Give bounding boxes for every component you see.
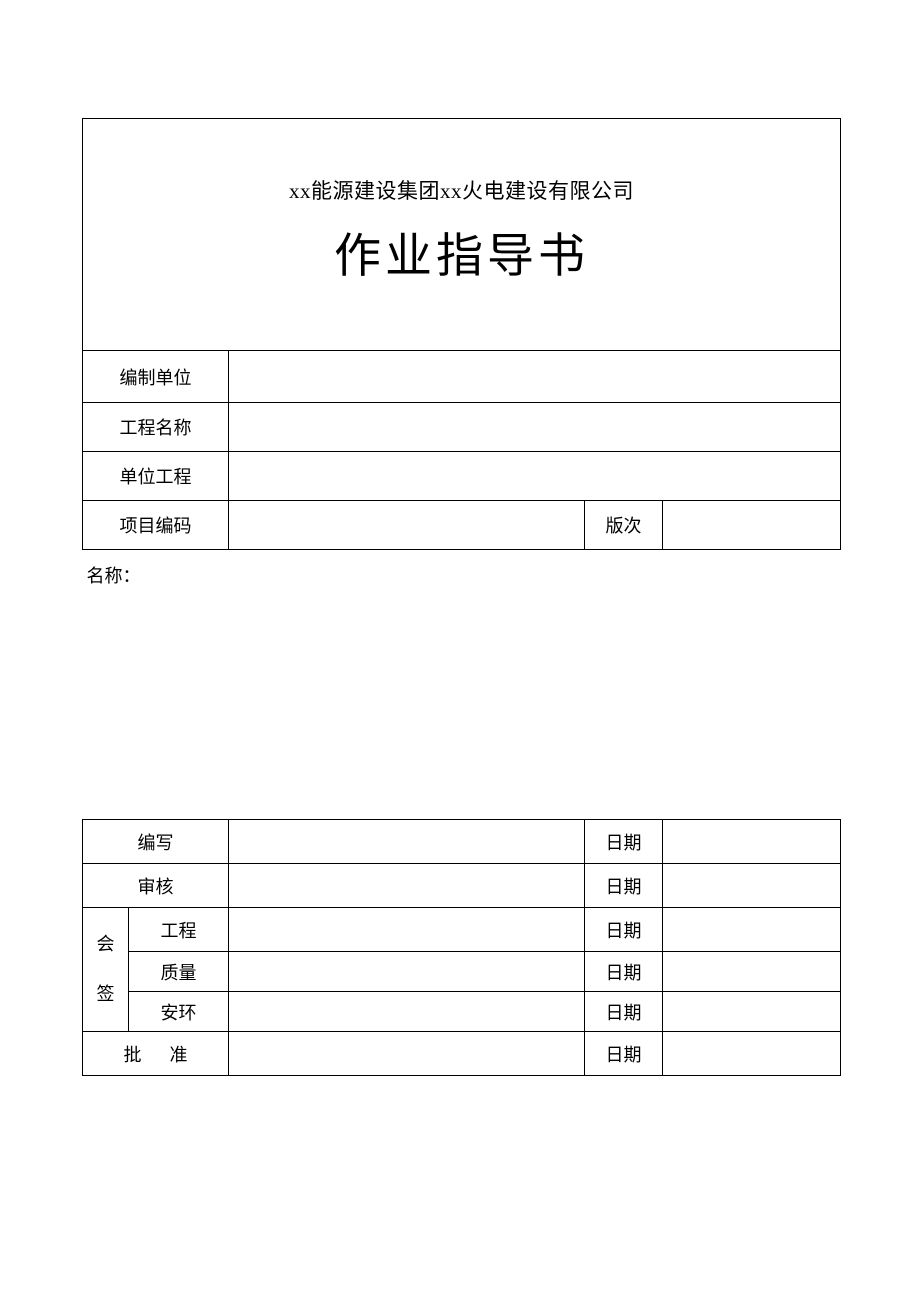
write-name-value (229, 820, 585, 864)
approve-date-value (663, 1032, 841, 1076)
engineering-row: 会 签 工程 日期 (83, 908, 841, 952)
approve-row: 批准 日期 (83, 1032, 841, 1076)
compile-unit-label: 编制单位 (83, 351, 229, 403)
quality-row: 质量 日期 (83, 952, 841, 992)
project-name-row: 工程名称 (83, 403, 841, 452)
engineering-date-value (663, 908, 841, 952)
project-name-value (229, 403, 841, 452)
unit-project-value (229, 452, 841, 501)
unit-project-row: 单位工程 (83, 452, 841, 501)
version-value (663, 501, 841, 550)
write-label: 编写 (83, 820, 229, 864)
safety-env-date-label: 日期 (585, 992, 663, 1032)
quality-date-value (663, 952, 841, 992)
write-date-label: 日期 (585, 820, 663, 864)
header-cell: xx能源建设集团xx火电建设有限公司 作业指导书 (83, 119, 841, 351)
safety-env-date-value (663, 992, 841, 1032)
review-name-value (229, 864, 585, 908)
cosign-label-char2: 签 (83, 984, 128, 1006)
quality-date-label: 日期 (585, 952, 663, 992)
company-subtitle: xx能源建设集团xx火电建设有限公司 (83, 175, 840, 205)
name-label: 名称： (87, 566, 141, 586)
unit-project-label: 单位工程 (83, 452, 229, 501)
safety-env-name-value (229, 992, 585, 1032)
document-form: xx能源建设集团xx火电建设有限公司 作业指导书 编制单位 工程名称 单位工程 … (82, 118, 840, 1076)
project-name-label: 工程名称 (83, 403, 229, 452)
cosign-label-char1: 会 (83, 934, 128, 956)
engineering-date-label: 日期 (585, 908, 663, 952)
engineering-name-value (229, 908, 585, 952)
engineering-label: 工程 (129, 908, 229, 952)
approve-name-value (229, 1032, 585, 1076)
review-label: 审核 (83, 864, 229, 908)
item-code-value (229, 501, 585, 550)
approve-date-label: 日期 (585, 1032, 663, 1076)
document-title: 作业指导书 (83, 217, 840, 286)
review-date-label: 日期 (585, 864, 663, 908)
cosign-label: 会 签 (83, 908, 129, 1032)
review-date-value (663, 864, 841, 908)
item-code-row: 项目编码 版次 (83, 501, 841, 550)
item-code-label: 项目编码 (83, 501, 229, 550)
name-cell: 名称： (83, 550, 841, 820)
write-row: 编写 日期 (83, 820, 841, 864)
compile-unit-value (229, 351, 841, 403)
quality-name-value (229, 952, 585, 992)
approve-label: 批准 (83, 1032, 229, 1076)
safety-env-row: 安环 日期 (83, 992, 841, 1032)
quality-label: 质量 (129, 952, 229, 992)
name-row: 名称： (83, 550, 841, 820)
safety-env-label: 安环 (129, 992, 229, 1032)
header-row: xx能源建设集团xx火电建设有限公司 作业指导书 (83, 119, 841, 351)
write-date-value (663, 820, 841, 864)
form-table: xx能源建设集团xx火电建设有限公司 作业指导书 编制单位 工程名称 单位工程 … (82, 118, 841, 1076)
review-row: 审核 日期 (83, 864, 841, 908)
version-label: 版次 (585, 501, 663, 550)
compile-unit-row: 编制单位 (83, 351, 841, 403)
